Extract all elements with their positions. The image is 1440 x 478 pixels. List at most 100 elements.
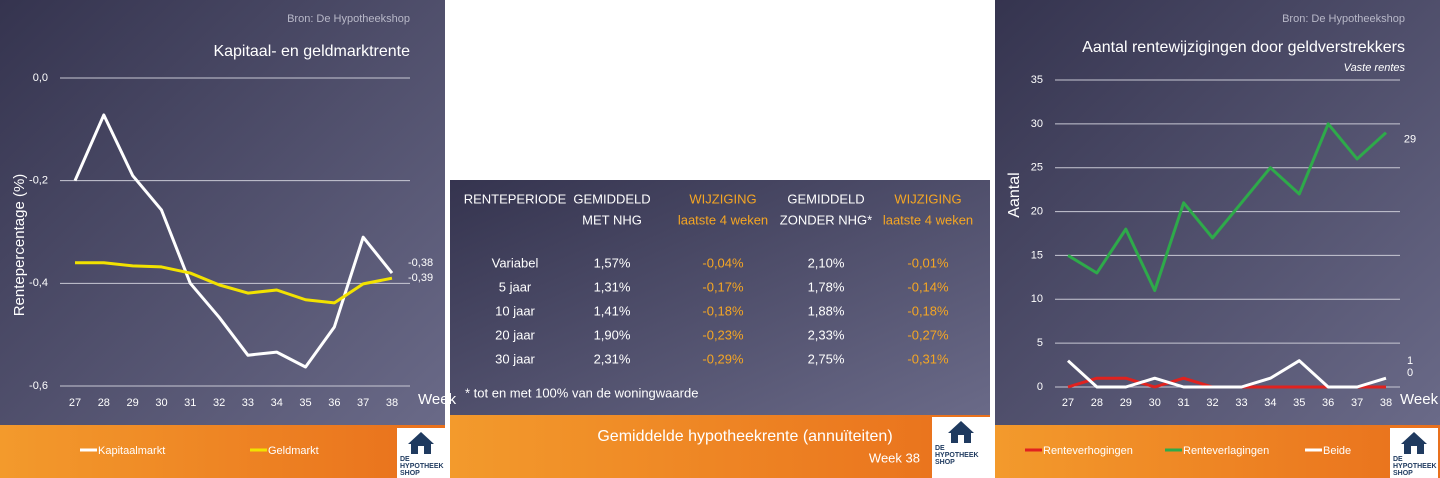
table-header: GEMIDDELD <box>573 191 650 206</box>
footer <box>0 425 445 478</box>
line <box>1067 122 1388 293</box>
x-tick-label: 34 <box>1264 397 1276 409</box>
chart-title: Aantal rentewijzigingen door geldverstre… <box>1082 39 1405 56</box>
x-tick-label: 35 <box>1293 397 1305 409</box>
table-cell: 30 jaar <box>495 351 535 366</box>
panel <box>995 0 1440 425</box>
y-axis-label: Aantal <box>1006 172 1023 217</box>
line <box>75 261 393 305</box>
data-label: 0 <box>1407 367 1413 379</box>
table-cell: -0,18% <box>702 303 744 318</box>
panel <box>0 0 445 425</box>
source: Bron: De Hypotheekshop <box>1282 13 1405 25</box>
panel <box>450 180 990 415</box>
logo-house <box>1401 432 1427 454</box>
x-tick-label: 31 <box>1178 397 1190 409</box>
table-header: MET NHG <box>582 212 642 227</box>
x-tick-label: 38 <box>1380 397 1392 409</box>
table-cell: 1,90% <box>594 327 631 342</box>
logo-text: SHOP <box>1393 470 1413 477</box>
table-cell: 2,75% <box>808 351 845 366</box>
data-label: -0,39 <box>408 272 433 284</box>
logo-text: SHOP <box>400 470 420 477</box>
logo-text: HYPOTHEEK <box>1393 463 1437 470</box>
footer <box>995 425 1440 478</box>
y-tick-label: 0 <box>1037 381 1043 393</box>
x-tick-label: 32 <box>213 397 225 409</box>
y-tick-label: 30 <box>1031 118 1043 130</box>
logo-text: DE <box>935 445 945 452</box>
table-header: RENTEPERIODE <box>464 191 567 206</box>
footer <box>450 415 990 478</box>
table-cell: 1,88% <box>808 303 845 318</box>
logo-text: SHOP <box>935 459 955 466</box>
y-tick-label: -0,6 <box>29 380 48 392</box>
y-tick-label: 20 <box>1031 205 1043 217</box>
table-header: WIJZIGING <box>894 191 961 206</box>
x-tick-label: 36 <box>328 397 340 409</box>
logo-text: DE <box>400 456 410 463</box>
table-cell: -0,04% <box>702 255 744 270</box>
x-tick-label: 28 <box>1091 397 1103 409</box>
y-tick-label: -0,2 <box>29 175 48 187</box>
table-header: ZONDER NHG* <box>780 212 872 227</box>
table-cell: Variabel <box>492 255 539 270</box>
y-tick-label: 10 <box>1031 293 1043 305</box>
logo-text: HYPOTHEEK <box>935 452 979 459</box>
table-cell: 10 jaar <box>495 303 535 318</box>
source: Bron: De Hypotheekshop <box>287 13 410 25</box>
legend-label: Geldmarkt <box>268 445 319 457</box>
table-header: laatste 4 weken <box>678 212 768 227</box>
x-tick-label: 27 <box>69 397 81 409</box>
table-cell: 2,31% <box>594 351 631 366</box>
x-tick-label: 30 <box>155 397 167 409</box>
x-tick-label: 29 <box>1120 397 1132 409</box>
table-cell: -0,29% <box>702 351 744 366</box>
table-header: GEMIDDELD <box>787 191 864 206</box>
table-cell: 1,41% <box>594 303 631 318</box>
legend-label: Renteverlagingen <box>1183 445 1269 457</box>
chart-subtitle: Vaste rentes <box>1344 62 1406 74</box>
x-tick-label: 35 <box>299 397 311 409</box>
x-tick-label: 29 <box>127 397 139 409</box>
logo-house <box>408 432 434 454</box>
table-cell: 1,78% <box>808 279 845 294</box>
data-label: 29 <box>1404 134 1416 146</box>
table-cell: -0,27% <box>907 327 949 342</box>
table-header: laatste 4 weken <box>883 212 973 227</box>
footer-title: Gemiddelde hypotheekrente (annuïteiten) <box>597 428 892 445</box>
y-tick-label: 15 <box>1031 249 1043 261</box>
table-header: WIJZIGING <box>689 191 756 206</box>
table-cell: 1,31% <box>594 279 631 294</box>
x-tick-label: 33 <box>1235 397 1247 409</box>
footnote: * tot en met 100% van de woningwaarde <box>465 385 698 400</box>
x-tick-label: 32 <box>1206 397 1218 409</box>
line <box>73 113 394 369</box>
table-cell: -0,18% <box>907 303 949 318</box>
legend-label: Kapitaalmarkt <box>98 445 165 457</box>
logo-text: DE <box>1393 456 1403 463</box>
table-cell: 5 jaar <box>499 279 532 294</box>
legend-label: Beide <box>1323 445 1351 457</box>
x-tick-label: 38 <box>386 397 398 409</box>
x-tick-label: 28 <box>98 397 110 409</box>
footer-subtitle: Week 38 <box>869 450 920 465</box>
logo-house <box>948 421 974 443</box>
data-label: 1 <box>1407 355 1413 367</box>
x-tick-label: 33 <box>242 397 254 409</box>
table-cell: -0,31% <box>907 351 949 366</box>
table-cell: 1,57% <box>594 255 631 270</box>
x-axis-label: Week <box>418 391 457 408</box>
y-tick-label: 25 <box>1031 162 1043 174</box>
table-cell: 20 jaar <box>495 327 535 342</box>
legend-label: Renteverhogingen <box>1043 445 1133 457</box>
x-tick-label: 31 <box>184 397 196 409</box>
x-tick-label: 37 <box>1351 397 1363 409</box>
x-tick-label: 37 <box>357 397 369 409</box>
y-tick-label: 35 <box>1031 74 1043 86</box>
x-tick-label: 36 <box>1322 397 1334 409</box>
logo-text: HYPOTHEEK <box>400 463 444 470</box>
